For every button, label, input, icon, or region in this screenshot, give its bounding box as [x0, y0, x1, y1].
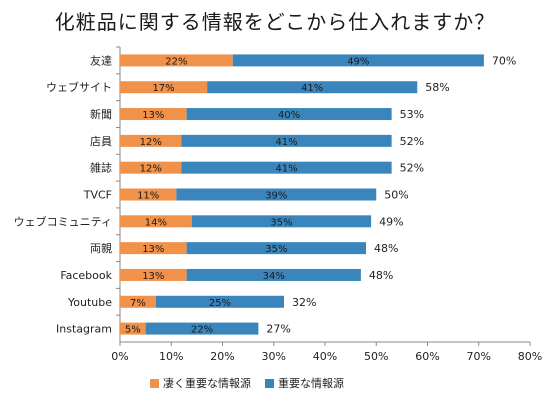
x-tick-label: 50% [364, 350, 388, 363]
total-label: 52% [400, 162, 424, 175]
legend-item-important: 重要な情報源 [265, 375, 344, 391]
data-label-important: 34% [263, 271, 285, 282]
data-label-very-important: 13% [142, 110, 164, 121]
x-tick-label: 30% [262, 350, 286, 363]
total-label: 48% [369, 269, 393, 282]
bar-very-important [120, 81, 208, 94]
bar-very-important [120, 268, 187, 281]
legend-swatch-important [265, 378, 274, 388]
bar-very-important [120, 242, 187, 255]
category-label: Instagram [56, 323, 112, 336]
total-label: 52% [400, 135, 424, 148]
category-label: TVCF [83, 189, 112, 202]
bar-important [207, 81, 418, 94]
data-label-very-important: 11% [137, 191, 159, 202]
legend-label-important: 重要な情報源 [278, 377, 344, 390]
category-label: 両親 [90, 242, 112, 255]
bar-very-important [120, 295, 156, 308]
legend-swatch-very-important [150, 378, 159, 388]
category-label: 店員 [90, 134, 112, 148]
x-tick-label: 60% [415, 350, 439, 363]
bar-very-important [120, 322, 146, 335]
category-label: Youtube [67, 296, 112, 309]
bar-very-important [120, 134, 182, 147]
bar-very-important [120, 108, 187, 121]
bar-important [191, 215, 372, 228]
total-label: 70% [492, 54, 516, 67]
bar-very-important [120, 161, 182, 174]
total-label: 27% [266, 323, 290, 336]
data-label-very-important: 12% [140, 164, 162, 175]
x-tick-label: 10% [159, 350, 183, 363]
bar-important [186, 268, 361, 281]
bar-important [186, 242, 366, 255]
x-tick-label: 20% [210, 350, 234, 363]
data-label-important: 40% [278, 110, 300, 121]
legend: 凄く重要な情報源 重要な情報源 [150, 375, 358, 391]
data-label-very-important: 13% [142, 244, 164, 255]
data-label-important: 41% [275, 137, 297, 148]
data-label-very-important: 17% [152, 83, 174, 94]
data-label-important: 39% [265, 191, 287, 202]
chart-title: 化粧品に関する情報をどこから仕入れますか？ [54, 10, 496, 34]
total-label: 53% [400, 108, 424, 121]
data-label-important: 35% [265, 244, 287, 255]
data-label-very-important: 5% [125, 325, 141, 336]
category-label: ウェブコミュニティ [14, 214, 112, 228]
category-label: ウェブサイト [46, 80, 112, 94]
data-label-important: 49% [347, 56, 369, 67]
legend-item-very-important: 凄く重要な情報源 [150, 375, 251, 391]
category-label: 友達 [90, 53, 112, 67]
data-label-important: 41% [301, 83, 323, 94]
total-label: 32% [292, 296, 316, 309]
data-label-very-important: 7% [130, 298, 146, 309]
data-label-important: 22% [191, 325, 213, 336]
bar-important [232, 54, 484, 67]
bar-very-important [120, 54, 233, 67]
total-label: 50% [384, 189, 408, 202]
category-label: 雑誌 [90, 161, 112, 175]
total-label: 49% [379, 215, 403, 228]
x-tick-label: 0% [111, 350, 128, 363]
total-label: 48% [374, 242, 398, 255]
data-label-important: 35% [270, 217, 292, 228]
bar-very-important [120, 188, 177, 201]
data-label-very-important: 13% [142, 271, 164, 282]
bar-important [145, 322, 259, 335]
bar-important [155, 295, 284, 308]
x-tick-label: 40% [313, 350, 337, 363]
total-label: 58% [425, 81, 449, 94]
bar-very-important [120, 215, 192, 228]
bar-important [176, 188, 377, 201]
x-tick-label: 70% [467, 350, 491, 363]
category-label: 新聞 [90, 107, 112, 121]
bar-important [181, 161, 392, 174]
legend-label-very-important: 凄く重要な情報源 [163, 377, 251, 390]
data-label-important: 25% [209, 298, 231, 309]
category-label: Facebook [60, 269, 112, 282]
data-label-very-important: 14% [145, 217, 167, 228]
data-label-very-important: 22% [165, 56, 187, 67]
bar-important [186, 108, 392, 121]
data-label-important: 41% [275, 164, 297, 175]
bar-important [181, 134, 392, 147]
x-tick-label: 80% [518, 350, 542, 363]
data-label-very-important: 12% [140, 137, 162, 148]
